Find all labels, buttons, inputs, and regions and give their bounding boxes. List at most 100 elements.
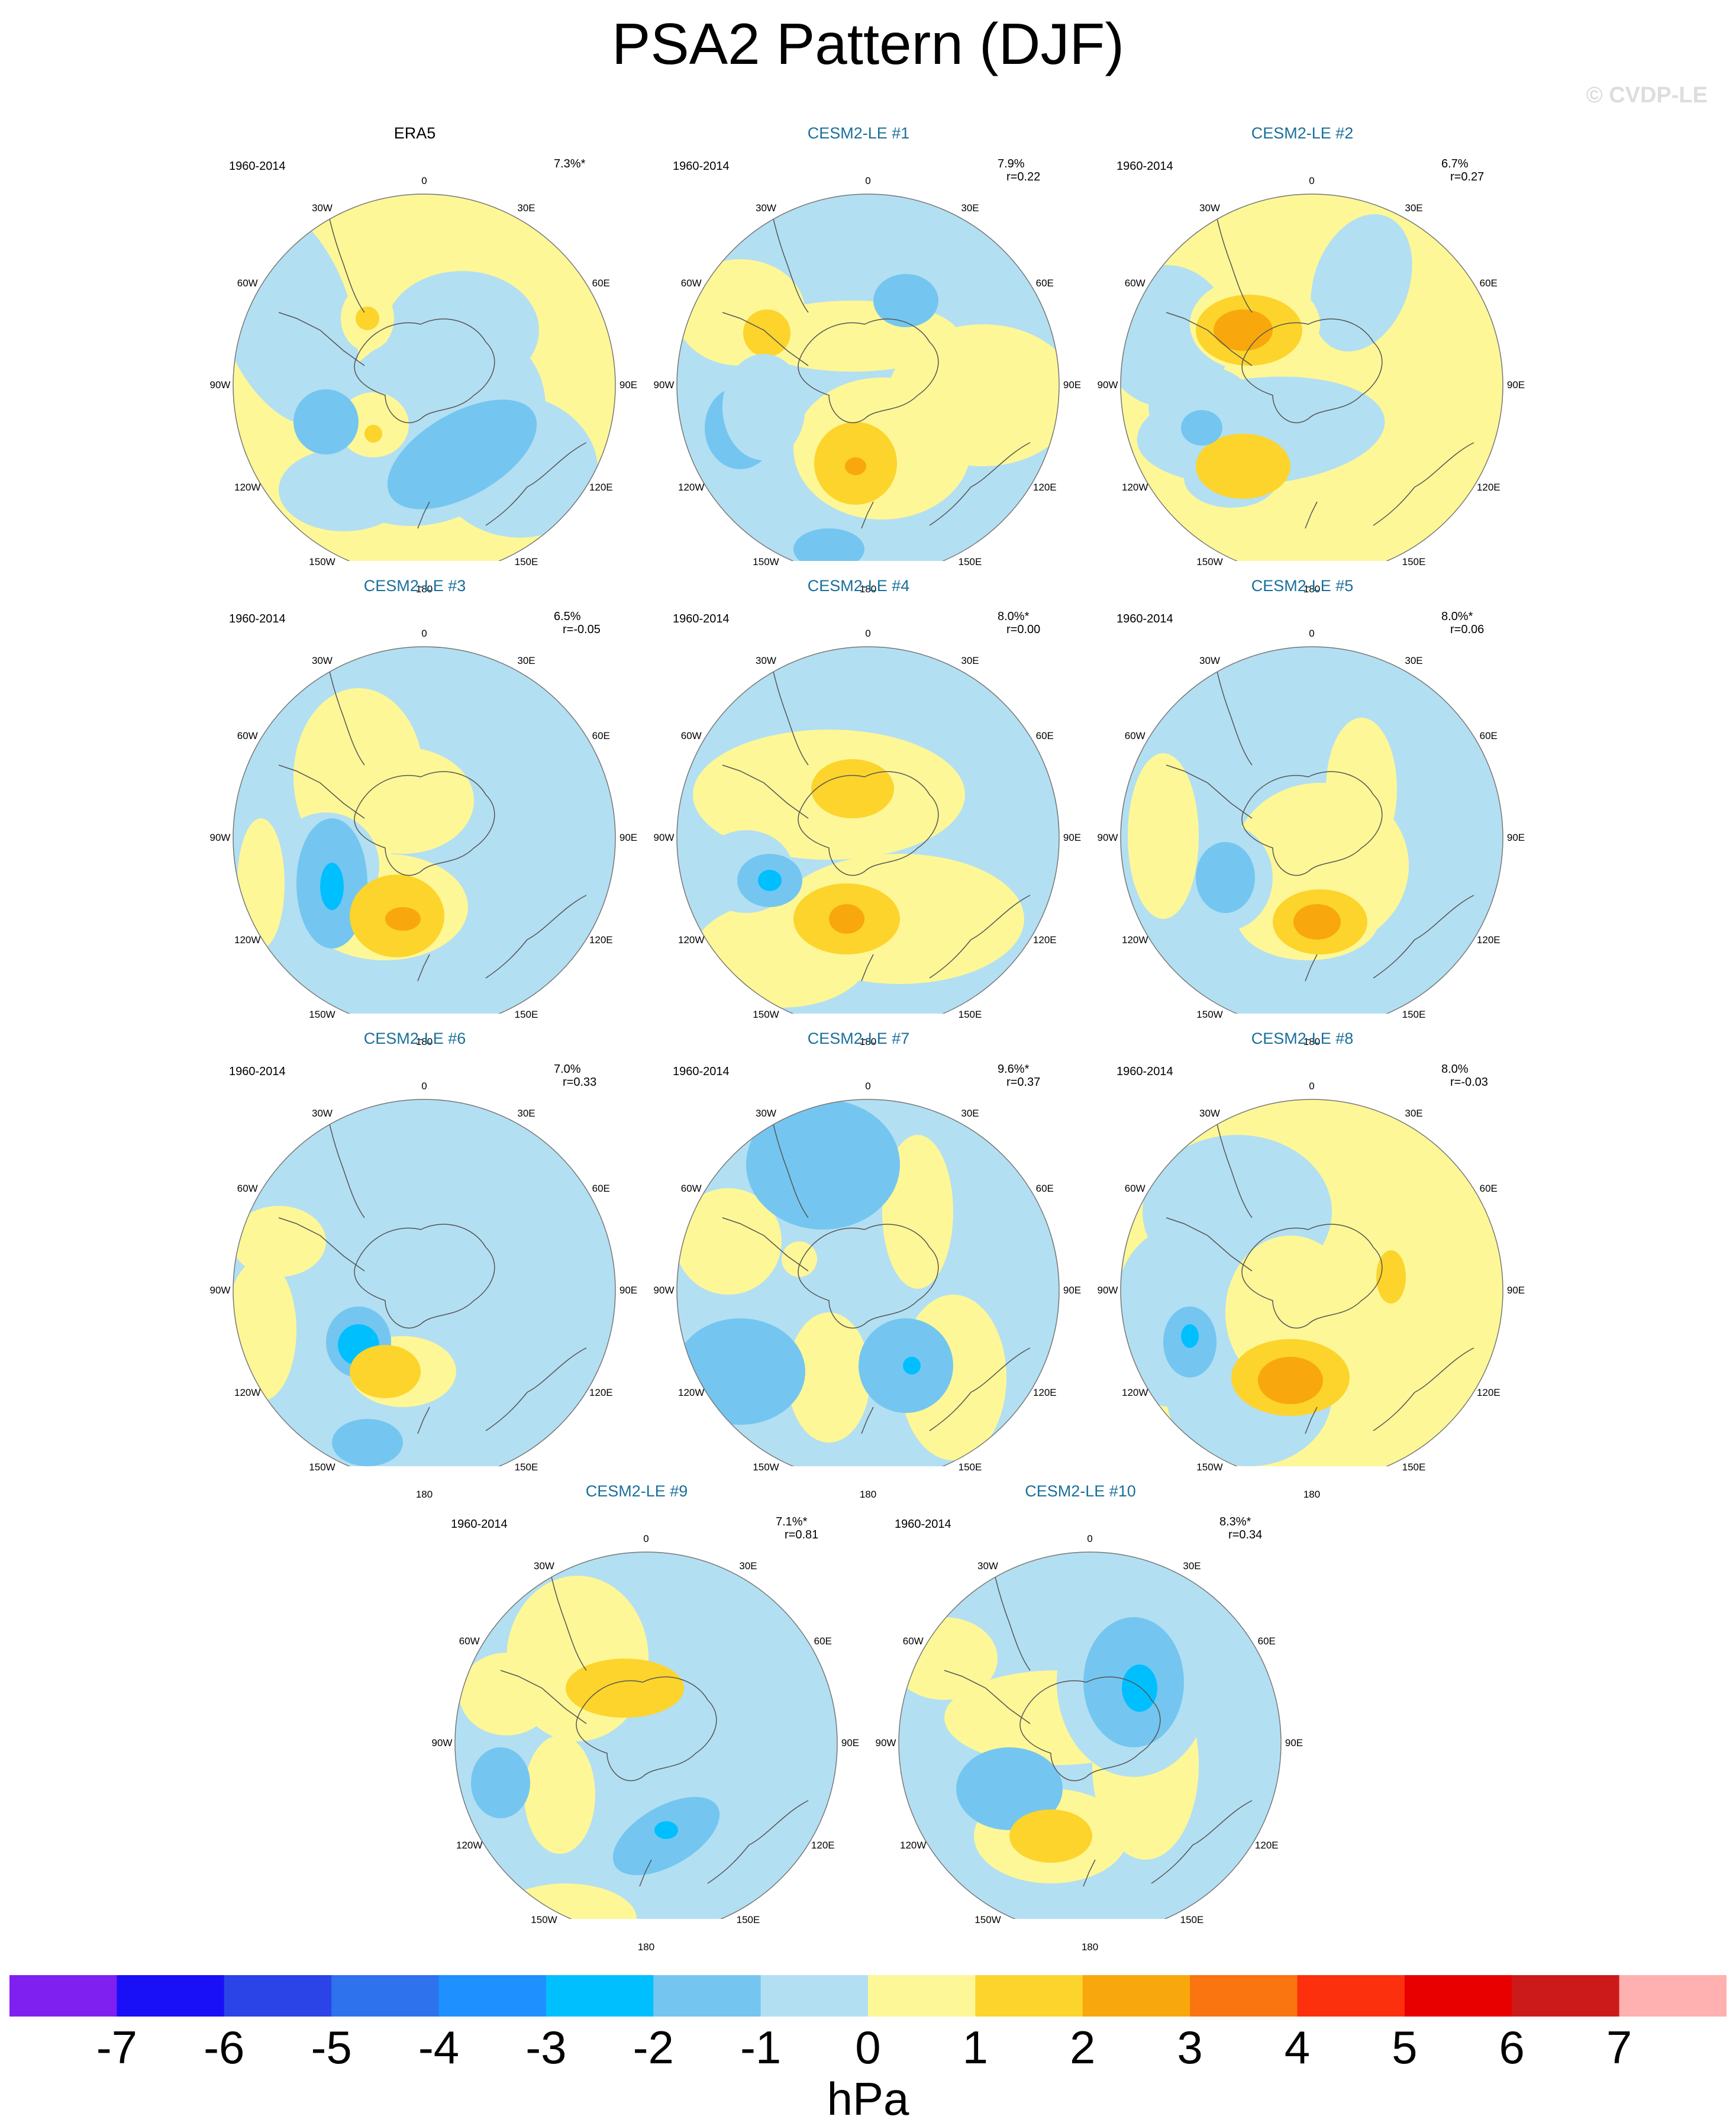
colorbar-segment bbox=[975, 1975, 1083, 2017]
new-zealand-coastline bbox=[417, 1406, 430, 1434]
peninsula-coastline bbox=[1166, 1217, 1253, 1272]
panel-correlation: r=-0.03 bbox=[1450, 1076, 1488, 1089]
longitude-label: 0 bbox=[1087, 1533, 1093, 1544]
longitude-label: 90E bbox=[841, 1737, 860, 1748]
peninsula-coastline bbox=[1166, 312, 1253, 366]
longitude-label: 30E bbox=[1183, 1560, 1201, 1572]
panel-variance: 8.0%* bbox=[998, 610, 1030, 623]
contour-region bbox=[1293, 904, 1341, 940]
map-boundary bbox=[1120, 646, 1503, 1014]
contour-region bbox=[845, 457, 866, 475]
peninsula-coastline bbox=[278, 1217, 365, 1272]
peninsula-coastline bbox=[278, 764, 365, 819]
longitude-label: 30E bbox=[517, 655, 535, 667]
longitude-label: 120W bbox=[1122, 1386, 1148, 1398]
longitude-label: 150E bbox=[1402, 556, 1426, 567]
new-zealand-coastline bbox=[861, 1406, 874, 1434]
panel-title: CESM2-LE #9 bbox=[585, 1482, 688, 1500]
colorbar-tick-label: -1 bbox=[740, 2021, 782, 2073]
panel-title: CESM2-LE #4 bbox=[807, 577, 910, 595]
antarctica-coastline bbox=[798, 771, 939, 876]
peninsula-coastline bbox=[944, 1670, 1031, 1724]
longitude-label: 60E bbox=[592, 730, 610, 741]
map-panel: CESM2-LE #10 1960-2014 8.3%* r=0.34 0 30E 60E 9… bbox=[873, 1481, 1303, 1953]
longitude-label: 30E bbox=[1405, 1108, 1423, 1120]
contour-region bbox=[356, 307, 379, 330]
contour-region bbox=[873, 274, 938, 327]
longitude-label: 180 bbox=[415, 583, 433, 595]
longitude-label: 0 bbox=[865, 1080, 871, 1092]
australia-coastline bbox=[485, 895, 587, 979]
longitude-label: 0 bbox=[421, 628, 427, 639]
longitude-label: 120W bbox=[678, 481, 705, 493]
longitude-label: 120W bbox=[900, 1839, 927, 1851]
colorbar-tick-label: 5 bbox=[1392, 2021, 1418, 2073]
map-panel: CESM2-LE #5 1960-2014 8.0%* r=0.06 0 30E 60E 90… bbox=[1095, 576, 1525, 1047]
panel-correlation: r=0.81 bbox=[785, 1528, 819, 1541]
colorbar-tick-label: -5 bbox=[311, 2021, 352, 2073]
colorbar-tick-label: -6 bbox=[204, 2021, 245, 2073]
longitude-label: 150W bbox=[1196, 1461, 1223, 1473]
colorbar-segment bbox=[1190, 1975, 1298, 2017]
contour-region bbox=[459, 1653, 554, 1735]
contour-region bbox=[1311, 214, 1412, 352]
longitude-label: 60W bbox=[1124, 1182, 1145, 1194]
longitude-label: 60E bbox=[1479, 277, 1498, 289]
contour-region bbox=[1258, 1357, 1323, 1404]
longitude-label: 30W bbox=[312, 202, 333, 214]
longitude-label: 120E bbox=[1032, 934, 1057, 946]
colorbar-segment bbox=[1082, 1975, 1190, 2017]
longitude-label: 120E bbox=[1476, 1386, 1501, 1398]
australia-coastline bbox=[707, 1800, 809, 1884]
colorbar-tick-label: 3 bbox=[1177, 2021, 1203, 2073]
longitude-label: 60E bbox=[592, 1182, 610, 1194]
contour-region bbox=[320, 863, 344, 910]
panel-title: ERA5 bbox=[393, 124, 436, 142]
longitude-label: 90E bbox=[1063, 379, 1082, 391]
longitude-label: 90E bbox=[1506, 1285, 1525, 1296]
longitude-label: 120W bbox=[456, 1839, 483, 1851]
colorbar-segment bbox=[9, 1975, 117, 2017]
map-panel: CESM2-LE #1 1960-2014 7.9% r=0.22 0 30E 60E 90E… bbox=[651, 123, 1082, 595]
longitude-label: 120E bbox=[1476, 481, 1501, 493]
peninsula-coastline bbox=[722, 312, 809, 366]
longitude-label: 60E bbox=[1479, 730, 1498, 741]
longitude-label: 180 bbox=[1081, 1941, 1099, 1953]
australia-coastline bbox=[1373, 1347, 1474, 1431]
longitude-label: 0 bbox=[1309, 175, 1315, 186]
australia-coastline bbox=[485, 1347, 587, 1431]
colorbar-segment bbox=[224, 1975, 332, 2017]
longitude-label: 0 bbox=[643, 1533, 649, 1544]
antarctica-coastline bbox=[798, 1224, 939, 1329]
longitude-label: 0 bbox=[865, 628, 871, 639]
longitude-label: 180 bbox=[859, 583, 877, 595]
contour-region bbox=[1214, 309, 1273, 351]
longitude-label: 60W bbox=[459, 1635, 480, 1647]
contour-region bbox=[1196, 842, 1255, 913]
antarctica-coastline bbox=[1241, 771, 1383, 876]
contour-region bbox=[788, 1312, 870, 1443]
map-panel: CESM2-LE #7 1960-2014 9.6%* r=0.37 0 30E 60E 90… bbox=[651, 1028, 1082, 1500]
longitude-label: 180 bbox=[415, 1489, 433, 1500]
contour-region bbox=[524, 1735, 595, 1854]
panel-correlation: r=0.00 bbox=[1006, 623, 1041, 636]
contour-region bbox=[566, 1659, 684, 1718]
polar-map bbox=[676, 193, 1060, 561]
longitude-label: 150E bbox=[1402, 1461, 1426, 1473]
contour-region bbox=[722, 354, 805, 460]
panel-correlation: r=-0.05 bbox=[563, 623, 601, 636]
map-boundary bbox=[676, 1099, 1060, 1466]
panel-period: 1960-2014 bbox=[673, 1065, 730, 1078]
longitude-label: 30W bbox=[756, 655, 776, 667]
contour-region bbox=[654, 1821, 678, 1839]
map-boundary bbox=[1120, 1099, 1503, 1466]
longitude-label: 150W bbox=[531, 1914, 557, 1925]
colorbar-segment bbox=[1404, 1975, 1512, 2017]
contour-region bbox=[364, 425, 382, 443]
longitude-label: 90W bbox=[209, 379, 231, 391]
panel-variance: 8.3%* bbox=[1219, 1515, 1251, 1528]
panel-period: 1960-2014 bbox=[1117, 160, 1173, 173]
contour-region bbox=[829, 904, 864, 934]
longitude-label: 30E bbox=[1405, 655, 1423, 667]
longitude-label: 90E bbox=[1063, 1285, 1082, 1296]
